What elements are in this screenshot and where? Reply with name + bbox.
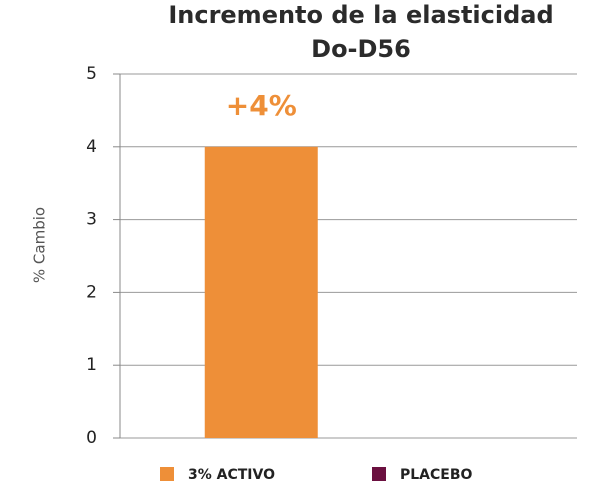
legend-label: PLACEBO [400, 467, 473, 483]
chart-title: Do-D56 [311, 35, 411, 63]
data-label: +4% [226, 89, 297, 122]
y-tick-label: 4 [86, 137, 97, 157]
y-tick-label: 3 [86, 210, 97, 230]
legend-label: 3% ACTIVO [188, 467, 275, 483]
y-axis-label: % Cambio [31, 207, 49, 283]
y-tick-label: 1 [86, 355, 97, 375]
y-tick-label: 2 [86, 282, 97, 302]
legend-swatch [160, 467, 174, 481]
legend-swatch [372, 467, 386, 481]
chart-title: Incremento de la elasticidad [168, 1, 553, 29]
y-tick-label: 0 [86, 428, 97, 448]
y-tick-label: 5 [86, 64, 97, 84]
bar [204, 146, 318, 439]
